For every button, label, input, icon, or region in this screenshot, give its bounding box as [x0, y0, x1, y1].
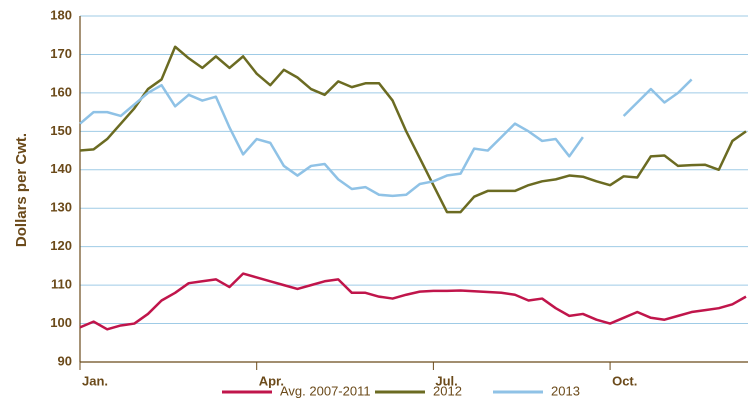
series-line	[79, 78, 693, 198]
x-tick-label: Jan.	[82, 373, 108, 388]
y-tick-label: 90	[58, 353, 72, 368]
x-tick-label: Oct.	[612, 373, 637, 388]
y-axis-label: Dollars per Cwt.	[13, 133, 30, 247]
legend-label: 2013	[551, 383, 580, 398]
y-tick-label: 150	[50, 123, 72, 138]
y-tick-label: 130	[50, 200, 72, 215]
x-tick-label: Apr.	[259, 373, 284, 388]
y-tick-label: 140	[50, 161, 72, 176]
y-tick-label: 110	[51, 277, 72, 292]
legend-label: Avg. 2007-2011	[280, 383, 371, 398]
series-line	[79, 272, 747, 331]
y-tick-label: 100	[50, 315, 72, 330]
y-tick-label: 170	[50, 46, 72, 61]
x-tick-label: Jul.	[435, 373, 457, 388]
y-tick-label: 120	[50, 238, 72, 253]
y-tick-label: 160	[50, 84, 72, 99]
legend-label: 2012	[433, 383, 462, 398]
y-tick-label: 180	[50, 7, 72, 22]
series-line	[79, 45, 747, 214]
